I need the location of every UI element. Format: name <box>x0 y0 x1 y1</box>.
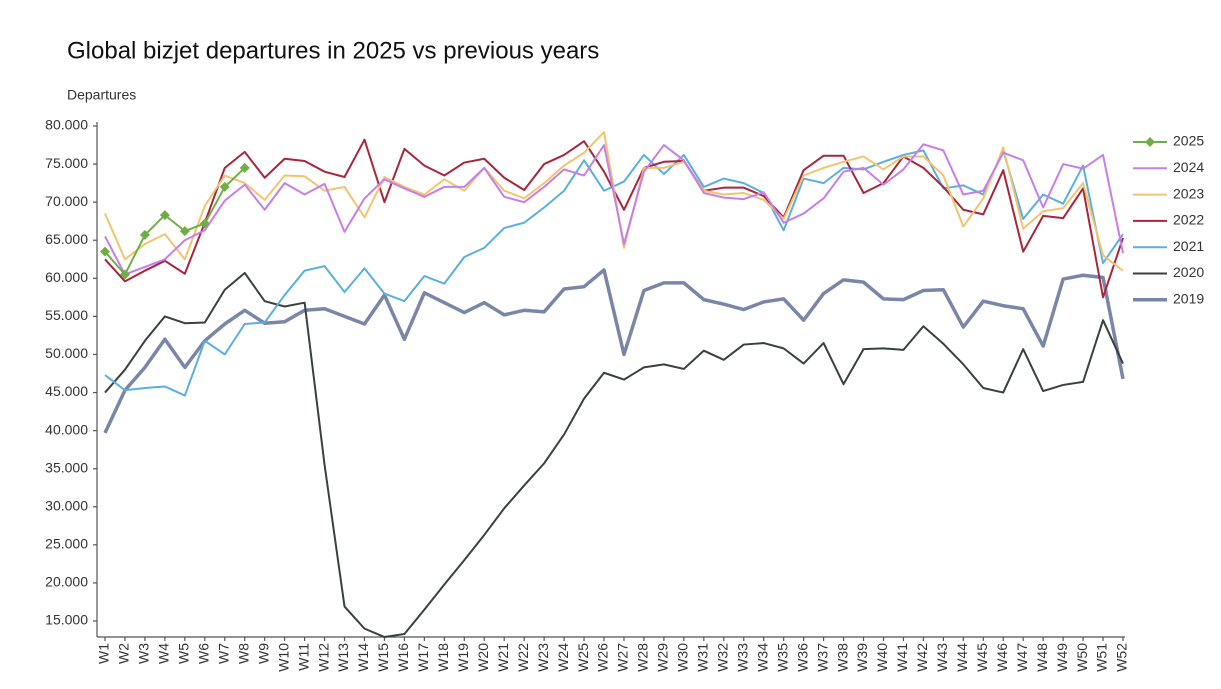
x-tick-label: W13 <box>335 643 351 672</box>
y-tick-label: 20.000 <box>45 574 88 590</box>
legend-label: 2023 <box>1173 185 1204 201</box>
x-tick-label: W12 <box>315 643 331 672</box>
y-tick-label: 55.000 <box>45 307 88 323</box>
y-tick-label: 15.000 <box>45 612 88 628</box>
x-tick-label: W5 <box>176 643 192 664</box>
y-tick-label: 60.000 <box>45 269 88 285</box>
series-line <box>104 271 1124 638</box>
chart-title: Global bizjet departures in 2025 vs prev… <box>67 37 599 64</box>
y-tick-label: 45.000 <box>45 383 88 399</box>
x-tick-label: W16 <box>395 643 411 672</box>
x-tick-label: W7 <box>215 643 231 664</box>
x-tick-label: W18 <box>435 643 451 672</box>
x-tick-label: W45 <box>974 643 990 672</box>
x-tick-label: W15 <box>375 643 391 672</box>
y-tick-label: 50.000 <box>45 345 88 361</box>
x-tick-label: W30 <box>675 643 691 672</box>
x-tick-label: W48 <box>1034 643 1050 672</box>
series-marker <box>139 229 150 240</box>
series-marker <box>199 218 210 229</box>
y-tick-label: 65.000 <box>45 231 88 247</box>
series-marker <box>179 226 190 237</box>
x-tick-label: W27 <box>615 643 631 672</box>
y-tick-label: 40.000 <box>45 421 88 437</box>
x-tick-label: W1 <box>96 643 112 664</box>
x-tick-label: W2 <box>116 643 132 664</box>
legend-label: 2022 <box>1173 212 1204 228</box>
x-tick-label: W4 <box>156 643 172 664</box>
x-tick-label: W32 <box>714 643 730 672</box>
x-tick-label: W11 <box>295 643 311 671</box>
x-tick-label: W28 <box>635 643 651 672</box>
x-tick-label: W31 <box>695 643 711 672</box>
x-tick-label: W41 <box>894 643 910 672</box>
y-tick-label: 80.000 <box>45 117 88 133</box>
legend-label: 2020 <box>1173 264 1204 280</box>
x-tick-label: W25 <box>575 643 591 672</box>
x-tick-label: W43 <box>934 643 950 672</box>
x-tick-label: W42 <box>914 643 930 672</box>
x-tick-label: W49 <box>1054 643 1070 672</box>
x-tick-label: W23 <box>535 643 551 672</box>
x-tick-label: W34 <box>754 643 770 672</box>
legend-label: 2024 <box>1173 159 1204 175</box>
y-tick-label: 30.000 <box>45 497 88 513</box>
series-marker <box>100 246 110 257</box>
x-tick-label: W50 <box>1074 643 1090 672</box>
x-tick-label: W46 <box>994 643 1010 672</box>
series-line <box>104 138 1124 299</box>
x-tick-label: W8 <box>235 643 251 664</box>
series-marker <box>219 181 230 192</box>
legend-label: 2025 <box>1173 133 1204 149</box>
legend-label: 2019 <box>1173 291 1204 307</box>
x-tick-label: W24 <box>555 643 571 672</box>
x-tick-label: W14 <box>355 643 371 672</box>
y-tick-label: 70.000 <box>45 193 88 209</box>
series-line <box>104 167 246 276</box>
x-tick-label: W9 <box>255 643 271 664</box>
series-marker <box>239 162 250 173</box>
x-tick-label: W19 <box>455 643 471 672</box>
legend-marker <box>1145 137 1155 147</box>
x-tick-label: W38 <box>834 643 850 672</box>
x-tick-label: W36 <box>794 643 810 672</box>
x-tick-label: W10 <box>275 643 291 672</box>
y-tick-label: 75.000 <box>45 155 88 171</box>
y-tick-label: 35.000 <box>45 459 88 475</box>
x-tick-label: W39 <box>854 643 870 672</box>
y-tick-label: 25.000 <box>45 536 88 552</box>
series-marker <box>159 210 170 221</box>
x-tick-label: W35 <box>774 643 790 672</box>
x-tick-label: W37 <box>814 643 830 672</box>
x-tick-label: W6 <box>196 643 212 664</box>
x-tick-label: W29 <box>655 643 671 672</box>
x-tick-label: W26 <box>595 643 611 672</box>
legend-label: 2021 <box>1173 238 1204 254</box>
x-tick-label: W40 <box>874 643 890 672</box>
series-marker <box>119 269 130 280</box>
x-tick-label: W44 <box>954 643 970 672</box>
x-tick-label: W20 <box>475 643 491 672</box>
x-tick-label: W47 <box>1014 643 1030 672</box>
x-tick-label: W21 <box>495 643 511 672</box>
x-tick-label: W3 <box>136 643 152 664</box>
x-tick-label: W17 <box>415 643 431 672</box>
x-tick-label: W51 <box>1094 643 1110 672</box>
x-tick-label: W33 <box>734 643 750 672</box>
series-line <box>103 268 1125 434</box>
x-tick-label: W22 <box>515 643 531 672</box>
series-line <box>104 143 1124 276</box>
y-axis-label: Departures <box>67 87 136 103</box>
x-tick-label: W52 <box>1114 643 1130 672</box>
